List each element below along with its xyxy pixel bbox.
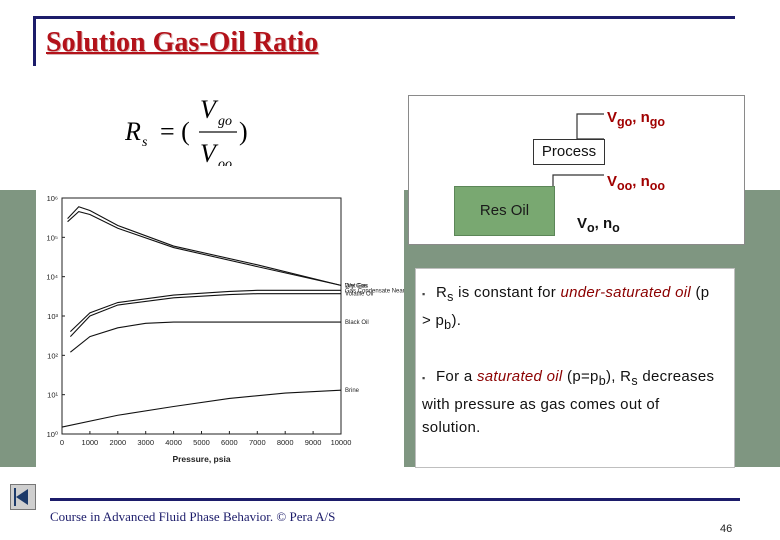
page-number: 46 (720, 523, 733, 535)
bullet-1-emph: under-saturated oil (560, 284, 691, 301)
oil-sep: , n (632, 173, 650, 190)
oil-v-sub: oo (617, 179, 633, 193)
oil-connector (552, 174, 604, 199)
frame-bottom-line (50, 498, 740, 501)
bullet-2: ▪ For a saturated oil (p=pb), Rs decreas… (422, 365, 722, 439)
bullet-1: ▪ Rs is constant for under-saturated oil… (422, 281, 722, 337)
formula-lhs-sub: s (142, 135, 148, 150)
series-label-2: Gas Condensate Near-Critical Oil (345, 288, 404, 294)
x-tick-label: 2000 (109, 438, 126, 447)
x-tick-label: 5000 (193, 438, 210, 447)
process-box: Process (533, 139, 605, 165)
y-tick-label: 10⁵ (47, 233, 58, 242)
bullet-2-end: decreases with pressure as gas comes out… (422, 368, 715, 436)
x-tick-label: 3000 (137, 438, 154, 447)
bullet-1-pre: R (435, 284, 448, 301)
bullet-1-post: (p > p (422, 284, 710, 329)
series-line-5 (61, 389, 342, 428)
formula-svg: R s = ( V go V oo ) (124, 95, 248, 172)
y-tick-label: 10¹ (47, 391, 58, 400)
gas-sep: , n (632, 109, 650, 126)
x-tick-label: 1000 (82, 438, 99, 447)
gas-v: V (607, 109, 618, 126)
series-label-5: Brine (345, 388, 360, 394)
feed-v-sub: o (587, 221, 595, 235)
gas-v-sub: go (617, 115, 633, 129)
chart-svg: 0 1000 2000 3000 4000 5000 6000 7000 8000 9000 100… (26, 194, 434, 464)
oil-n-sub: oo (649, 179, 666, 193)
gas-connector (576, 113, 604, 140)
formula-numerator: V (200, 96, 219, 124)
series-label-0: Dry Gas (345, 283, 367, 289)
bullet-panel: ▪ Rs is constant for under-saturated oil… (415, 268, 735, 468)
gas-output-label: Vgo, ngo (607, 109, 665, 129)
y-tick-label: 10⁰ (47, 430, 58, 439)
bullet-2-post: ), R (605, 368, 632, 385)
series-label-4: Black Oil (345, 320, 369, 326)
bullet-marker-icon: ▪ (422, 289, 426, 299)
bullet-1-end: ). (451, 312, 462, 329)
formula-close: ) (239, 117, 248, 146)
x-axis-label: Pressure, psia (172, 454, 230, 464)
x-tick-label: 4000 (165, 438, 182, 447)
bullet-2-pre: For a (435, 368, 477, 385)
footer-text: Course in Advanced Fluid Phase Behavior.… (50, 509, 336, 524)
y-tick-label: 10⁴ (46, 273, 58, 282)
slide-title: Solution Gas-Oil Ratio (46, 27, 319, 58)
feed-sep: , n (594, 215, 613, 232)
x-tick-label: 9000 (305, 438, 322, 447)
frame-left-line (33, 16, 36, 66)
series-line-3 (69, 293, 341, 337)
x-tick-label: 0 (60, 438, 64, 447)
frame-top-line (33, 16, 735, 19)
series-line-0 (67, 206, 342, 286)
res-oil-box: Res Oil (454, 186, 555, 236)
slide-nav-button[interactable] (10, 484, 36, 510)
feed-v: V (577, 215, 588, 232)
y-tick-label: 10² (47, 351, 58, 360)
gor-chart: 0 1000 2000 3000 4000 5000 6000 7000 8000 9000 100… (26, 186, 434, 470)
y-tick-label: 10⁶ (47, 194, 58, 203)
bullet-1-post-sub: b (444, 318, 452, 332)
y-tick-label: 10³ (47, 312, 58, 321)
formula-denominator: V (200, 139, 219, 166)
bullet-1-pre-sub: s (447, 290, 454, 304)
x-tick-label: 6000 (221, 438, 238, 447)
formula-equals: = ( (160, 117, 190, 146)
bullet-2-post-sub: s (631, 374, 638, 388)
x-tick-label: 7000 (249, 438, 266, 447)
series-label-3: Volatile Oil (345, 292, 373, 298)
x-tick-label: 8000 (277, 438, 294, 447)
feed-n-sub: o (612, 221, 620, 235)
series-line-2 (69, 289, 341, 333)
formula-numerator-sub: go (218, 114, 232, 129)
oil-v: V (607, 173, 618, 190)
bullet-2-mid-sub: b (598, 374, 606, 388)
series-line-1 (67, 211, 342, 286)
bullet-2-emph: saturated oil (476, 368, 563, 385)
bullet-2-mid: (p=p (562, 368, 599, 385)
gas-n-sub: go (649, 115, 666, 129)
series-label-1: Wet Gas (345, 283, 368, 289)
return-arrow-icon (14, 488, 28, 506)
formula-lhs: R (125, 117, 141, 146)
plot-frame (61, 197, 342, 435)
feed-label: Vo, no (577, 215, 620, 235)
oil-output-label: Voo, noo (607, 173, 665, 193)
x-tick-label: 10000 (331, 438, 352, 447)
bullet-marker-icon: ▪ (422, 373, 426, 383)
series-line-4 (70, 321, 341, 353)
bullet-1-mid: is constant for (453, 284, 561, 301)
gor-formula: R s = ( V go V oo ) (124, 95, 265, 173)
formula-denominator-sub: oo (218, 157, 232, 166)
